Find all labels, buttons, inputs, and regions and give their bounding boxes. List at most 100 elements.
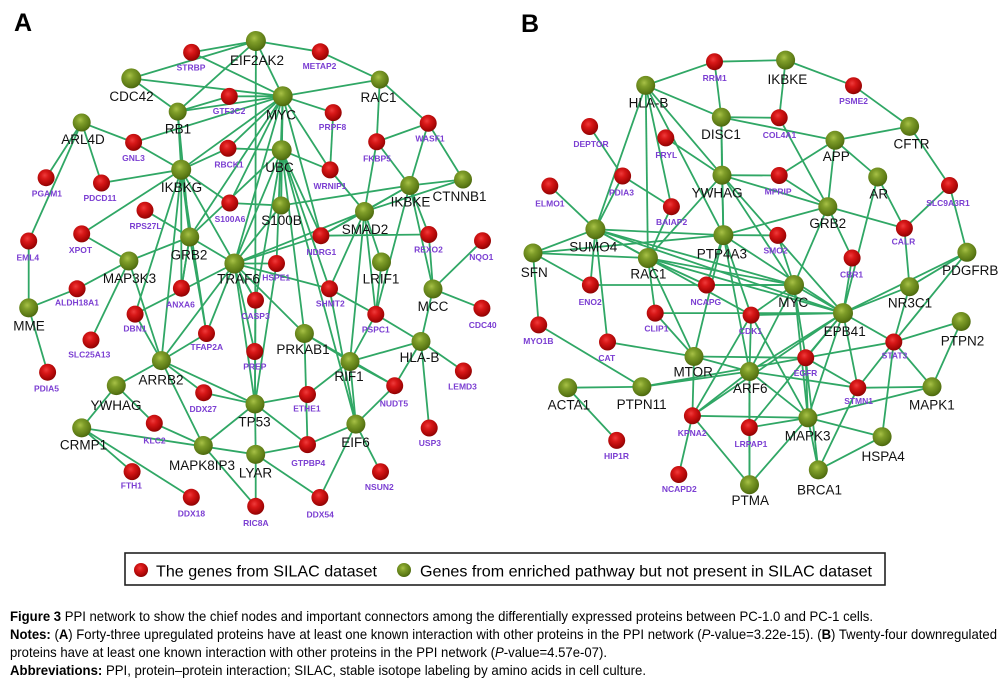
svg-text:BRCA1: BRCA1 — [797, 483, 842, 498]
svg-text:SUMO4: SUMO4 — [569, 240, 618, 255]
svg-text:MAPK3: MAPK3 — [785, 429, 831, 444]
svg-text:Figure 3 PPI network to show t: Figure 3 PPI network to show the chief n… — [10, 609, 873, 624]
svg-text:CDC40: CDC40 — [469, 320, 497, 330]
svg-text:WRNIP1: WRNIP1 — [313, 181, 346, 191]
svg-text:PDIA3: PDIA3 — [609, 188, 634, 198]
svg-text:MPRIP: MPRIP — [765, 187, 792, 197]
svg-text:GRB2: GRB2 — [171, 248, 208, 263]
svg-text:ALDH18A1: ALDH18A1 — [55, 298, 99, 308]
svg-text:ARF6: ARF6 — [733, 381, 768, 396]
svg-text:IKBKE: IKBKE — [768, 72, 808, 87]
svg-text:SFN: SFN — [521, 265, 548, 280]
svg-text:MTOR: MTOR — [673, 365, 713, 380]
svg-text:ARL4D: ARL4D — [61, 132, 105, 147]
svg-text:TP53: TP53 — [238, 415, 270, 430]
svg-text:DISC1: DISC1 — [701, 127, 741, 142]
svg-text:MME: MME — [13, 319, 45, 334]
svg-text:MYC: MYC — [266, 108, 296, 123]
svg-text:YWHAG: YWHAG — [90, 398, 141, 413]
svg-text:B: B — [521, 10, 539, 38]
svg-text:GTPBP4: GTPBP4 — [291, 458, 325, 468]
svg-text:PDCD11: PDCD11 — [83, 193, 116, 203]
svg-text:ELMO1: ELMO1 — [535, 199, 565, 209]
svg-text:DDX27: DDX27 — [189, 404, 217, 414]
svg-text:S100B: S100B — [261, 213, 302, 228]
svg-text:RPS27L: RPS27L — [129, 221, 161, 231]
svg-text:METAP2: METAP2 — [303, 61, 337, 71]
svg-text:EIF2AK2: EIF2AK2 — [230, 53, 284, 68]
svg-text:UBC: UBC — [265, 160, 294, 175]
svg-text:BAIAP2: BAIAP2 — [656, 217, 687, 227]
svg-text:CDK1: CDK1 — [739, 326, 762, 336]
svg-text:FKBP5: FKBP5 — [363, 154, 391, 164]
svg-text:TFAP2A: TFAP2A — [191, 342, 224, 352]
svg-text:RAC1: RAC1 — [630, 267, 666, 282]
svg-text:DBN1: DBN1 — [123, 324, 146, 334]
svg-text:HSPA4: HSPA4 — [862, 449, 906, 464]
svg-text:ARRB2: ARRB2 — [138, 373, 183, 388]
svg-text:RIF1: RIF1 — [334, 369, 363, 384]
svg-text:PTPN2: PTPN2 — [941, 334, 985, 349]
svg-text:Notes: (A) Forty-three upregul: Notes: (A) Forty-three upregulated prote… — [10, 627, 997, 642]
svg-text:MYC: MYC — [778, 295, 808, 310]
svg-text:ANXA6: ANXA6 — [166, 300, 195, 310]
svg-text:NCAPD2: NCAPD2 — [662, 484, 697, 494]
svg-text:ETHE1: ETHE1 — [293, 404, 321, 414]
svg-text:MAPK8IP3: MAPK8IP3 — [169, 458, 235, 473]
svg-text:HLA-B: HLA-B — [629, 96, 669, 111]
svg-text:SHMT2: SHMT2 — [316, 299, 345, 309]
svg-text:Abbreviations: PPI, protein–pr: Abbreviations: PPI, protein–protein inte… — [10, 663, 646, 678]
svg-text:NUDT5: NUDT5 — [380, 399, 409, 409]
svg-text:PDIA5: PDIA5 — [34, 384, 59, 394]
svg-text:RIC8A: RIC8A — [243, 518, 269, 528]
svg-text:CALR: CALR — [892, 237, 916, 247]
svg-text:LYAR: LYAR — [239, 466, 273, 481]
svg-text:HSPE1: HSPE1 — [262, 273, 290, 283]
svg-text:FTH1: FTH1 — [121, 481, 143, 491]
svg-text:RRM1: RRM1 — [703, 73, 727, 83]
svg-text:A: A — [14, 9, 32, 37]
svg-text:USP3: USP3 — [419, 438, 441, 448]
svg-text:RB1: RB1 — [165, 122, 191, 137]
svg-text:SLC25A13: SLC25A13 — [68, 350, 110, 360]
svg-text:PTPN11: PTPN11 — [617, 397, 667, 412]
svg-text:EIF6: EIF6 — [341, 435, 370, 450]
svg-text:IKBKG: IKBKG — [161, 180, 202, 195]
svg-text:WASF1: WASF1 — [415, 134, 445, 144]
svg-text:Genes from enriched pathway bu: Genes from enriched pathway but not pres… — [420, 564, 873, 581]
svg-text:LEMD3: LEMD3 — [448, 382, 477, 392]
svg-text:DDX18: DDX18 — [178, 509, 206, 519]
svg-text:XPOT: XPOT — [69, 245, 93, 255]
svg-text:S100A6: S100A6 — [215, 214, 246, 224]
svg-text:STMN1: STMN1 — [844, 396, 873, 406]
svg-text:LRPAP1: LRPAP1 — [734, 439, 767, 449]
svg-text:PRPF8: PRPF8 — [319, 122, 347, 132]
svg-text:NDRG1: NDRG1 — [307, 247, 337, 257]
svg-text:MAP3K3: MAP3K3 — [103, 271, 156, 286]
svg-text:EPB41: EPB41 — [824, 324, 866, 339]
svg-text:TRAF6: TRAF6 — [217, 272, 260, 287]
svg-text:APP: APP — [823, 149, 850, 164]
svg-text:KLC2: KLC2 — [143, 436, 165, 446]
svg-text:CASP3: CASP3 — [241, 311, 270, 321]
svg-text:LRIF1: LRIF1 — [363, 272, 400, 287]
svg-text:PTMA: PTMA — [732, 493, 770, 508]
svg-text:EGFR: EGFR — [794, 368, 818, 378]
svg-text:MAPK1: MAPK1 — [909, 398, 955, 413]
svg-text:PGAM1: PGAM1 — [32, 189, 63, 199]
svg-text:GRB2: GRB2 — [809, 216, 846, 231]
svg-text:EML4: EML4 — [16, 253, 39, 263]
svg-text:NQO1: NQO1 — [469, 252, 493, 262]
svg-text:DDX54: DDX54 — [306, 510, 334, 520]
svg-text:RAC1: RAC1 — [360, 90, 396, 105]
svg-text:STRBP: STRBP — [177, 63, 206, 73]
svg-text:PSPC1: PSPC1 — [362, 325, 390, 335]
svg-text:ENO2: ENO2 — [579, 297, 602, 307]
svg-text:REXO2: REXO2 — [414, 245, 443, 255]
svg-text:ACTA1: ACTA1 — [548, 398, 591, 413]
svg-text:CBR1: CBR1 — [840, 270, 863, 280]
svg-text:MYO1B: MYO1B — [523, 336, 553, 346]
svg-text:COL4A1: COL4A1 — [763, 130, 797, 140]
svg-text:NCAPG: NCAPG — [690, 297, 721, 307]
svg-text:FRYL: FRYL — [655, 150, 677, 160]
